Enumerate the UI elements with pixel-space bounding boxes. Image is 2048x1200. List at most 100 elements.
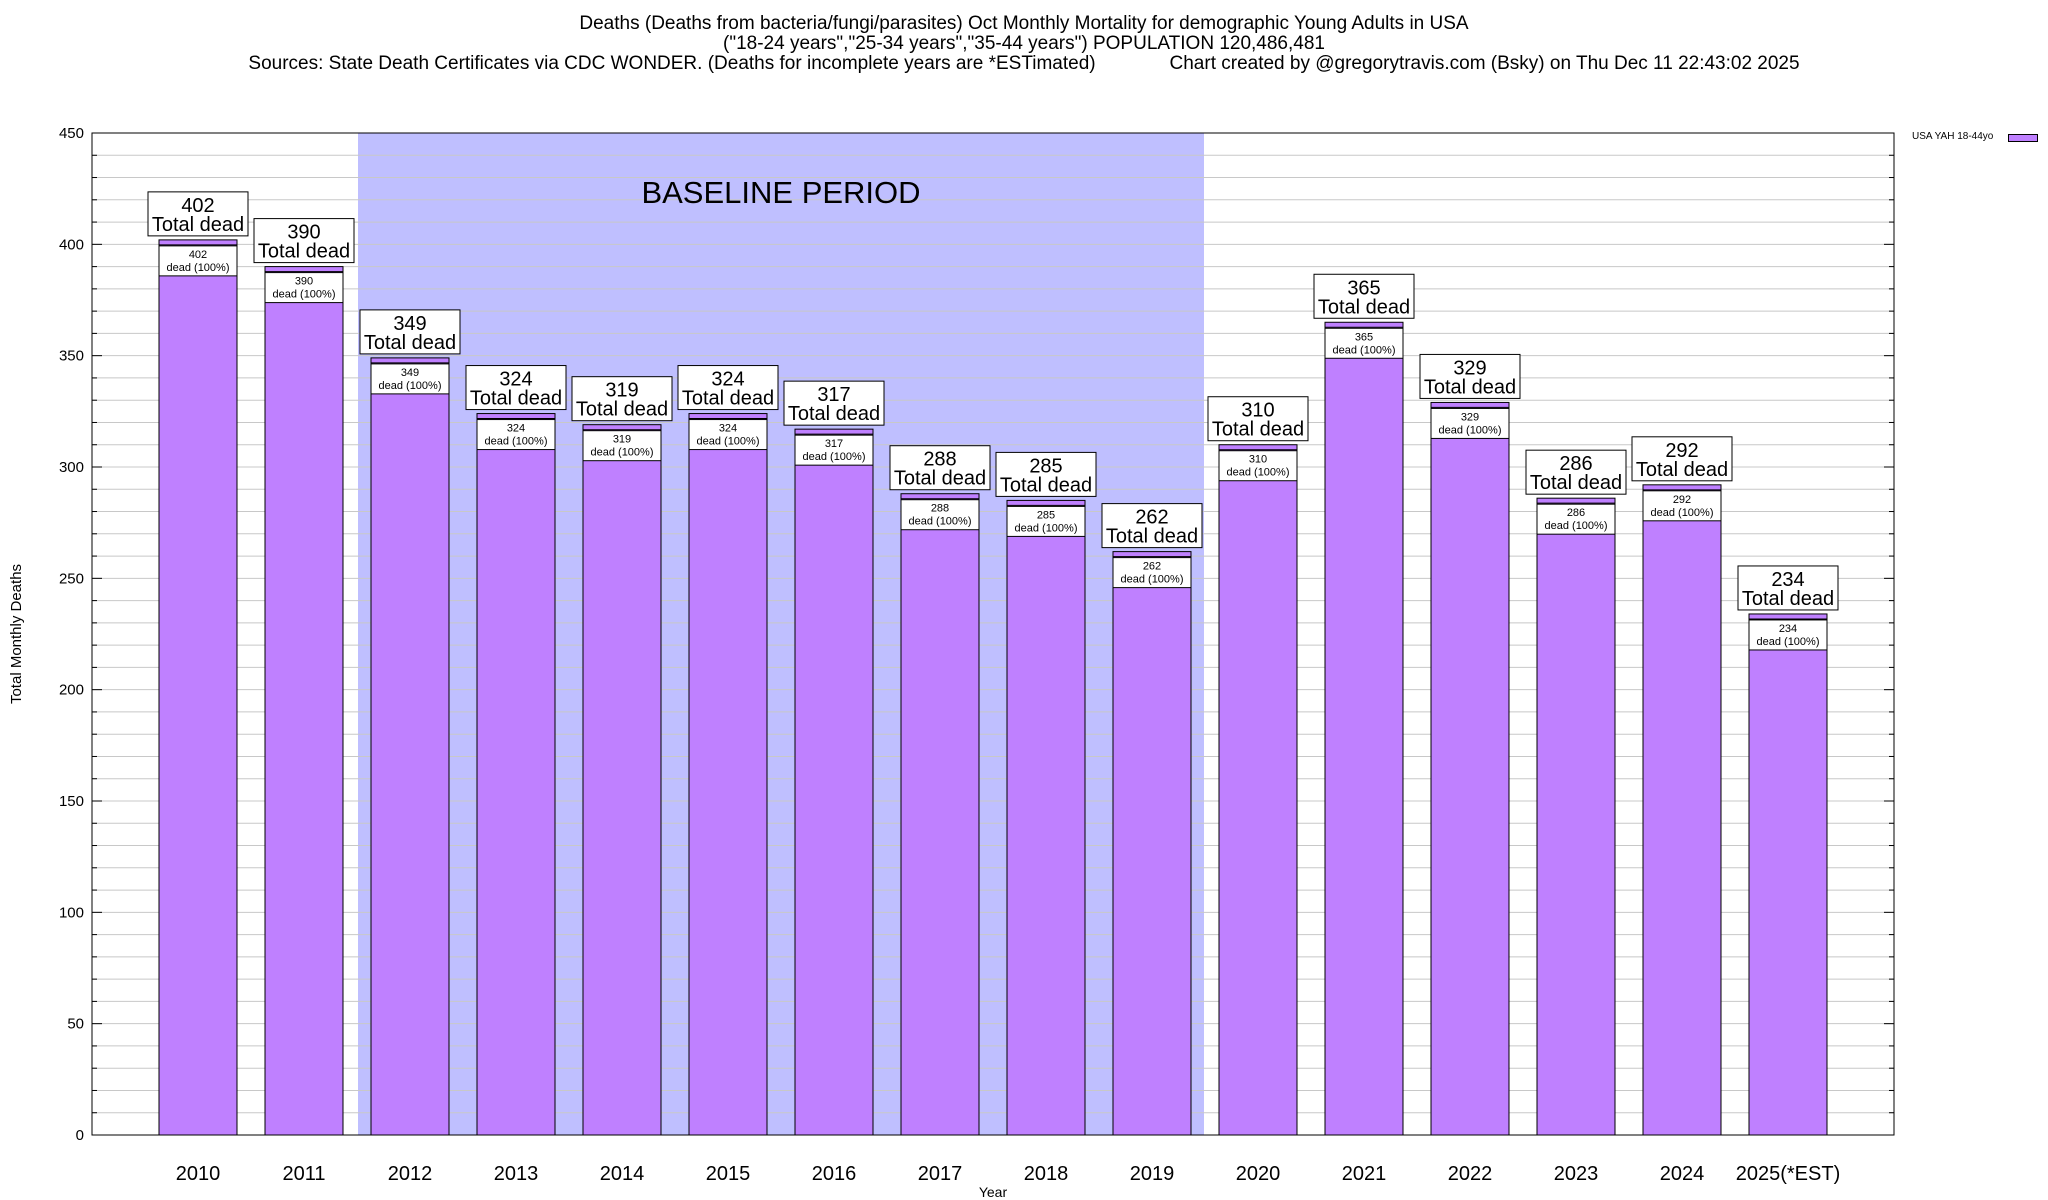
y-tick-label: 250 bbox=[59, 570, 84, 587]
plot-border bbox=[91, 132, 1895, 1136]
bar-total-value-label: 402 bbox=[181, 195, 214, 217]
bar bbox=[688, 413, 768, 1136]
bar bbox=[370, 357, 450, 1136]
y-tick-label: 400 bbox=[59, 236, 84, 253]
y-tick-label: 0 bbox=[76, 1127, 84, 1144]
bar-inner-label-box bbox=[370, 363, 450, 395]
bar-total-value-label: 262 bbox=[1135, 507, 1168, 529]
bar-inner-value-label: 286 bbox=[1567, 507, 1585, 519]
bar-total-label-box bbox=[1525, 449, 1627, 495]
bar-total-label-box bbox=[783, 380, 885, 426]
bar-inner-percent-label: dead (100%) bbox=[1015, 522, 1078, 534]
bar-total-caption-label: Total dead bbox=[364, 332, 456, 354]
bar-total-value-label: 285 bbox=[1029, 455, 1062, 477]
x-tick-label: 2016 bbox=[812, 1163, 857, 1185]
bar-total-label-box bbox=[359, 309, 461, 355]
bar-total-caption-label: Total dead bbox=[1106, 526, 1198, 548]
bar-inner-percent-label: dead (100%) bbox=[1757, 636, 1820, 648]
bar-inner-label-box bbox=[1536, 503, 1616, 535]
bar-inner-label-box bbox=[900, 499, 980, 531]
bar-total-label-box bbox=[1419, 353, 1521, 399]
bar-inner-value-label: 324 bbox=[719, 423, 737, 435]
y-tick-label: 350 bbox=[59, 348, 84, 365]
bar-inner-label-box bbox=[1748, 619, 1828, 651]
x-tick-label: 2025(*EST) bbox=[1736, 1163, 1841, 1185]
bar-inner-percent-label: dead (100%) bbox=[485, 436, 548, 448]
bar-total-caption-label: Total dead bbox=[682, 388, 774, 410]
bar-total-label-box bbox=[253, 218, 355, 264]
bar-total-value-label: 292 bbox=[1665, 440, 1698, 462]
bar-total-caption-label: Total dead bbox=[1000, 474, 1092, 496]
bar-total-value-label: 319 bbox=[605, 380, 638, 402]
x-tick-label: 2023 bbox=[1554, 1163, 1599, 1185]
x-tick-label: 2021 bbox=[1342, 1163, 1387, 1185]
bar bbox=[794, 428, 874, 1136]
baseline-period-label: BASELINE PERIOD bbox=[641, 175, 920, 210]
bar-inner-percent-label: dead (100%) bbox=[1121, 574, 1184, 586]
y-tick-label: 150 bbox=[59, 793, 84, 810]
bar-inner-percent-label: dead (100%) bbox=[273, 289, 336, 301]
x-tick-label: 2020 bbox=[1236, 1163, 1281, 1185]
bar-total-label-box bbox=[1313, 273, 1415, 319]
bar-inner-value-label: 390 bbox=[295, 276, 313, 288]
bar-total-caption-label: Total dead bbox=[1636, 459, 1728, 481]
y-tick-label: 100 bbox=[59, 904, 84, 921]
bar-total-caption-label: Total dead bbox=[470, 388, 562, 410]
bar-total-caption-label: Total dead bbox=[1424, 376, 1516, 398]
bar-inner-percent-label: dead (100%) bbox=[1439, 424, 1502, 436]
bar-inner-label-box bbox=[1006, 505, 1086, 537]
bar bbox=[582, 424, 662, 1136]
bar-inner-value-label: 310 bbox=[1249, 454, 1267, 466]
bar-inner-value-label: 292 bbox=[1673, 494, 1691, 506]
bar-inner-label-box bbox=[688, 419, 768, 451]
bar bbox=[1006, 499, 1086, 1136]
bar-inner-percent-label: dead (100%) bbox=[1545, 520, 1608, 532]
bar-total-caption-label: Total dead bbox=[788, 403, 880, 425]
legend-swatch bbox=[2008, 134, 2038, 142]
bar-total-caption-label: Total dead bbox=[1318, 296, 1410, 318]
x-tick-label: 2013 bbox=[494, 1163, 539, 1185]
y-tick-label: 300 bbox=[59, 459, 84, 476]
bar bbox=[1218, 444, 1298, 1136]
bar-inner-percent-label: dead (100%) bbox=[803, 451, 866, 463]
bar-total-caption-label: Total dead bbox=[258, 241, 350, 263]
y-tick-label: 200 bbox=[59, 682, 84, 699]
bar-total-value-label: 324 bbox=[711, 369, 744, 391]
bar-inner-value-label: 402 bbox=[189, 249, 207, 261]
bar-inner-value-label: 234 bbox=[1779, 623, 1797, 635]
bar-inner-label-box bbox=[264, 272, 344, 304]
bar-total-value-label: 365 bbox=[1347, 277, 1380, 299]
bar-inner-value-label: 324 bbox=[507, 423, 525, 435]
bar-total-label-box bbox=[677, 365, 779, 411]
bar-total-value-label: 317 bbox=[817, 384, 850, 406]
bar bbox=[1112, 551, 1192, 1136]
bar-total-value-label: 329 bbox=[1453, 357, 1486, 379]
x-tick-label: 2024 bbox=[1660, 1163, 1705, 1185]
y-axis-label: Total Monthly Deaths bbox=[8, 564, 25, 704]
y-tick-label: 450 bbox=[59, 125, 84, 142]
bar-inner-label-box bbox=[794, 434, 874, 466]
x-tick-label: 2012 bbox=[388, 1163, 433, 1185]
x-tick-label: 2019 bbox=[1130, 1163, 1175, 1185]
bar-total-label-box bbox=[147, 191, 249, 237]
bar-total-value-label: 349 bbox=[393, 313, 426, 335]
bar-inner-percent-label: dead (100%) bbox=[697, 436, 760, 448]
bar bbox=[1748, 613, 1828, 1136]
x-tick-label: 2011 bbox=[282, 1163, 325, 1185]
bar-inner-percent-label: dead (100%) bbox=[167, 262, 230, 274]
bar-total-caption-label: Total dead bbox=[1212, 419, 1304, 441]
bar-inner-label-box bbox=[1324, 327, 1404, 359]
bar-total-label-box bbox=[1631, 436, 1733, 482]
bar-inner-value-label: 349 bbox=[401, 367, 419, 379]
bar-total-caption-label: Total dead bbox=[152, 214, 244, 236]
bar-total-value-label: 288 bbox=[923, 449, 956, 471]
bar-inner-percent-label: dead (100%) bbox=[1651, 507, 1714, 519]
bar bbox=[264, 266, 344, 1136]
bar-inner-percent-label: dead (100%) bbox=[1333, 344, 1396, 356]
x-tick-label: 2022 bbox=[1448, 1163, 1493, 1185]
chart-title-line-2: ("18-24 years","25-34 years","35-44 year… bbox=[723, 33, 1325, 54]
bar-total-label-box bbox=[1207, 396, 1309, 442]
bar bbox=[476, 413, 556, 1136]
x-tick-label: 2017 bbox=[918, 1163, 963, 1185]
